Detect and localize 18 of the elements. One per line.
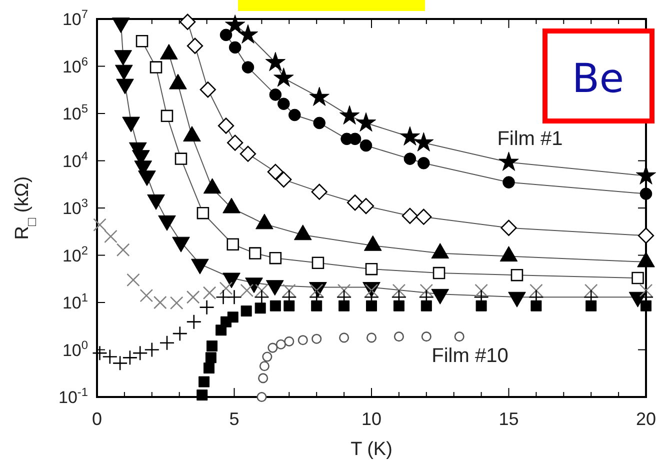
annotation: Be	[572, 56, 624, 102]
annotation: Film #1	[497, 128, 563, 150]
y-tick-label: 10$^{3}$	[62, 196, 88, 218]
y-tick-label: 10$^{5}$	[62, 102, 88, 124]
x-axis-title: T (K)	[350, 439, 392, 460]
x-tick-label: 5	[229, 409, 240, 429]
x-tick-label: 10	[361, 409, 382, 429]
y-tick-label: 10$^{0}$	[62, 338, 88, 360]
annotation: Film #10	[432, 345, 508, 367]
y-tick-label: 10$^{2}$	[62, 243, 88, 266]
y-tick-label: 10$^{-1}$	[58, 385, 88, 407]
y-tick-label: 10$^{1}$	[62, 290, 88, 312]
x-tick-label: 20	[636, 409, 656, 429]
x-tick-label: 0	[92, 409, 102, 429]
y-tick-label: 10$^{7}$	[62, 7, 88, 29]
y-tick-label: 10$^{4}$	[62, 148, 88, 171]
x-tick-label: 15	[498, 409, 519, 429]
y-tick-label: 10$^{6}$	[62, 54, 88, 76]
